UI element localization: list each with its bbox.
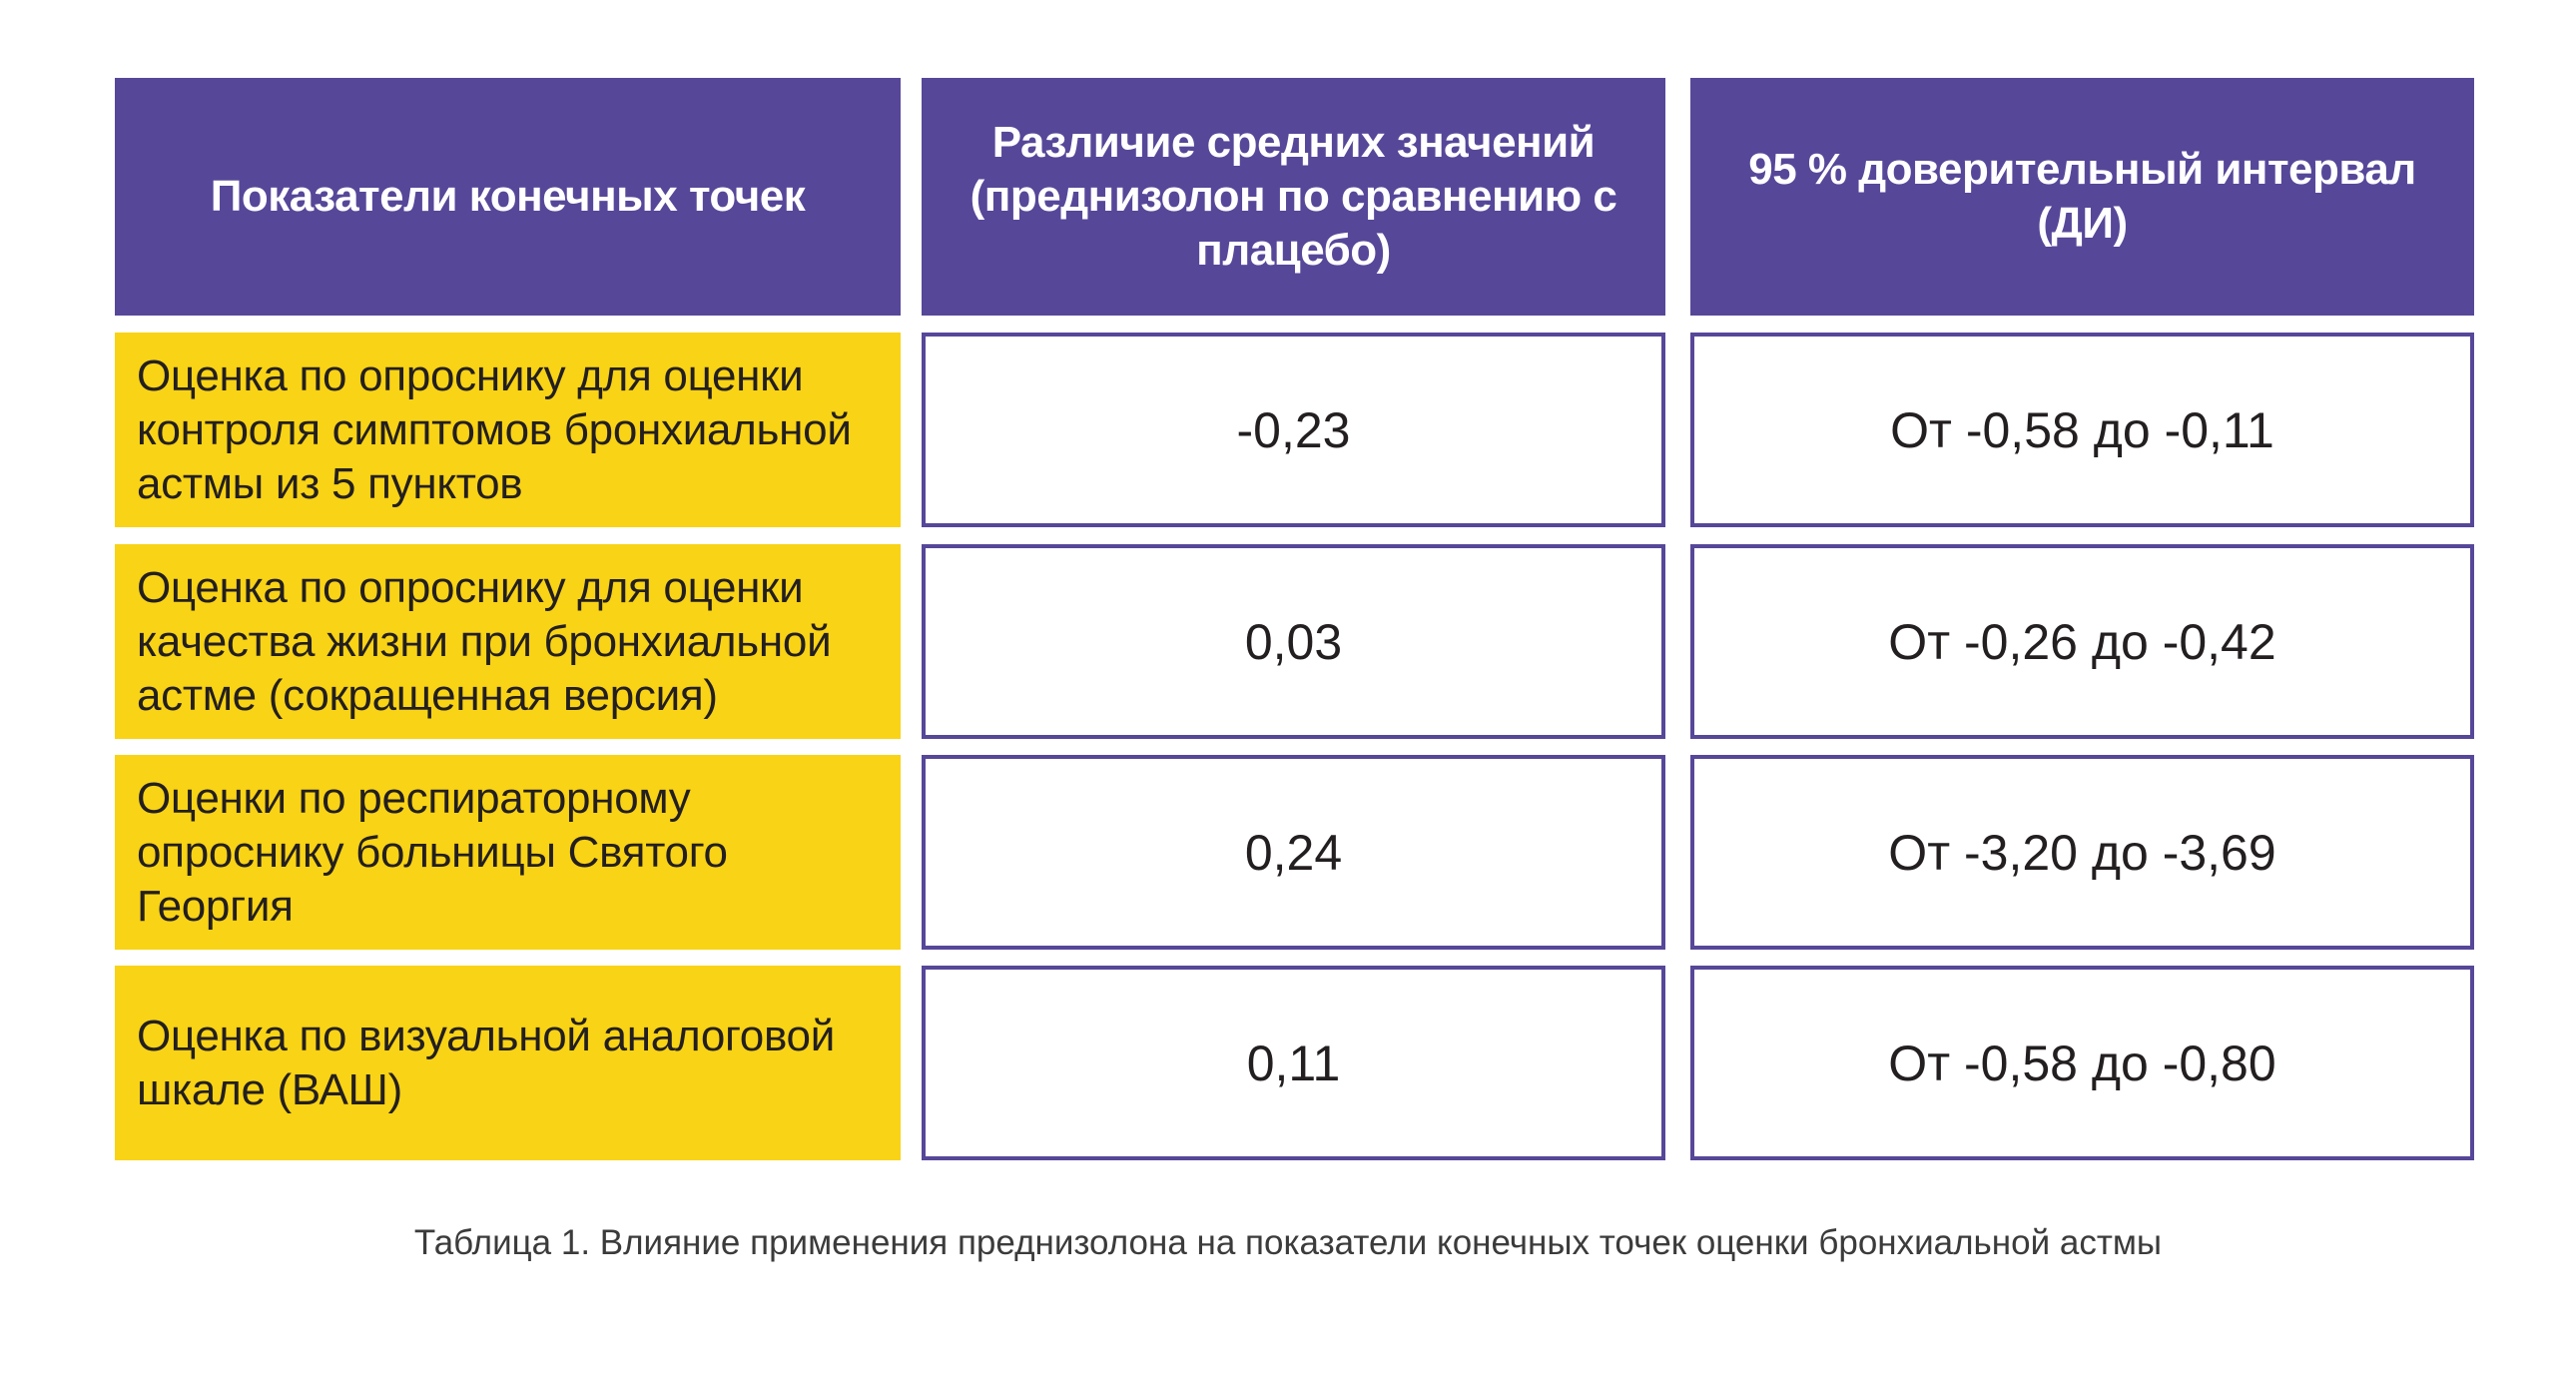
table-cell-ci: От -0,26 до -0,42 (1690, 544, 2474, 739)
table-cell-diff: -0,23 (922, 333, 1665, 527)
row-label-text: Оценка по опроснику для оценки контроля … (137, 350, 852, 508)
diff-value: 0,03 (1244, 613, 1343, 670)
table-cell-ci: От -3,20 до -3,69 (1690, 755, 2474, 950)
table-cell-diff: 0,11 (922, 966, 1665, 1160)
table-row-label: Оценки по респираторному опроснику больн… (115, 755, 901, 950)
row-label-text: Оценка по опроснику для оценки качества … (137, 562, 832, 720)
table-caption: Таблица 1. Влияние применения преднизоло… (413, 1223, 2163, 1262)
ci-value: От -0,58 до -0,11 (1890, 401, 2274, 458)
diff-value: 0,11 (1246, 1034, 1341, 1091)
table-cell-diff: 0,24 (922, 755, 1665, 950)
diff-value: 0,24 (1244, 824, 1343, 881)
header-confidence-interval-text: 95 % доверительный интервал (ДИ) (1748, 145, 2416, 248)
header-mean-difference: Различие средних значений (преднизолон п… (922, 78, 1665, 316)
table-cell-ci: От -0,58 до -0,11 (1690, 333, 2474, 527)
header-mean-difference-text: Различие средних значений (преднизолон п… (969, 118, 1617, 275)
row-label-text: Оценка по визуальной аналоговой шкале (В… (137, 1011, 835, 1114)
header-endpoints-text: Показатели конечных точек (210, 172, 806, 221)
ci-value: От -3,20 до -3,69 (1888, 824, 2276, 881)
header-confidence-interval: 95 % доверительный интервал (ДИ) (1690, 78, 2474, 316)
table-row-label: Оценка по визуальной аналоговой шкале (В… (115, 966, 901, 1160)
ci-value: От -0,26 до -0,42 (1888, 613, 2276, 670)
table-cell-ci: От -0,58 до -0,80 (1690, 966, 2474, 1160)
diff-value: -0,23 (1236, 401, 1351, 458)
row-label-text: Оценки по респираторному опроснику больн… (137, 773, 728, 931)
header-endpoints: Показатели конечных точек (115, 78, 901, 316)
table-cell-diff: 0,03 (922, 544, 1665, 739)
ci-value: От -0,58 до -0,80 (1888, 1034, 2276, 1091)
table-row-label: Оценка по опроснику для оценки контроля … (115, 333, 901, 527)
table-row-label: Оценка по опроснику для оценки качества … (115, 544, 901, 739)
